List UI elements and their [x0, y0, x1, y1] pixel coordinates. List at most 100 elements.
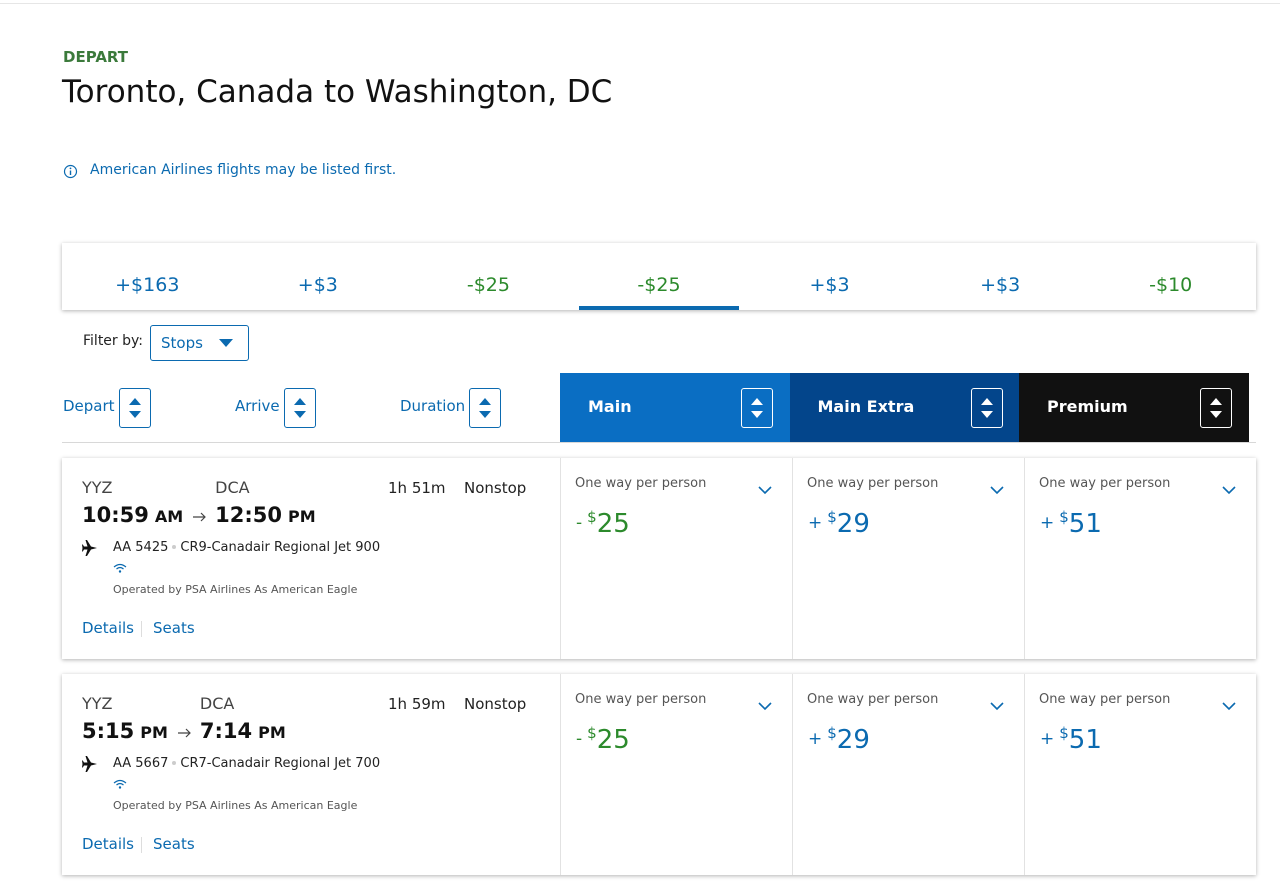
sort-button[interactable]: [1200, 388, 1232, 428]
filter-label: Filter by:: [83, 333, 143, 349]
fare-currency: $: [1059, 724, 1069, 742]
sort-label[interactable]: Depart: [63, 397, 115, 415]
fare-currency: $: [827, 724, 837, 742]
plane-icon: [82, 756, 97, 772]
aircraft: CR7-Canadair Regional Jet 700: [180, 756, 381, 771]
tab-underline: [578, 306, 740, 310]
fare-column[interactable]: One way per person + $51: [1024, 458, 1256, 659]
aircraft: CR9-Canadair Regional Jet 900: [180, 540, 381, 555]
tab-price: +$3: [809, 274, 850, 296]
sort-label[interactable]: Arrive: [235, 397, 280, 415]
date-tab[interactable]: +$3: [744, 243, 915, 310]
duration: 1h 59m: [388, 695, 446, 713]
cabin-header[interactable]: Main Extra: [789, 373, 1020, 442]
header-rule: [62, 442, 1256, 443]
fare-currency: $: [1059, 508, 1069, 526]
time: 12:50: [215, 503, 283, 527]
date-tabs: +$163 +$3 -$25 -$25 +$3 +$3 -$10: [62, 243, 1256, 310]
fare-currency: $: [587, 724, 597, 742]
depart-label: DEPART: [63, 48, 129, 66]
duration: 1h 51m: [388, 479, 446, 497]
fare-column[interactable]: One way per person + $51: [1024, 674, 1256, 875]
cabin-header[interactable]: Main: [560, 373, 790, 442]
tab-price: +$163: [115, 274, 180, 296]
period: PM: [140, 723, 168, 742]
time: 7:14: [199, 719, 253, 743]
info-icon: [63, 164, 78, 179]
link-divider: [141, 621, 142, 637]
fare-column[interactable]: One way per person + $29: [792, 458, 1024, 659]
seats-link[interactable]: Seats: [153, 619, 195, 637]
fare-amount: 29: [836, 509, 870, 539]
separator-dot: [172, 545, 177, 549]
fare-label: One way per person: [575, 476, 707, 491]
chevron: [758, 702, 772, 711]
tab-price: -$25: [637, 274, 681, 296]
tab-price: -$25: [466, 274, 510, 296]
sort-arrows: [1210, 398, 1222, 418]
filter-value: Stops: [161, 334, 203, 352]
date-tab[interactable]: -$10: [1085, 243, 1256, 310]
date-tab[interactable]: +$3: [233, 243, 404, 310]
fare-column[interactable]: One way per person + $29: [792, 674, 1024, 875]
chevron: [1222, 486, 1236, 495]
origin: YYZ: [82, 478, 113, 497]
sort-arrows: [751, 398, 763, 418]
sort-label[interactable]: Duration: [400, 397, 466, 415]
tab-price: +$3: [980, 274, 1021, 296]
fare-price: - $25: [576, 508, 630, 539]
details-link[interactable]: Details: [82, 619, 135, 637]
flight-card: YYZ 10:59 AM DCA 12:50 PM 1h 51m Nonstop AA 5425…: [62, 458, 1256, 659]
sort-arrows: [980, 398, 993, 418]
flight-number: AA 5425: [113, 540, 169, 555]
arrive-time: 7:14 PM: [200, 719, 286, 743]
details-link[interactable]: Details: [82, 835, 135, 853]
period: PM: [288, 507, 316, 526]
fare-label: One way per person: [807, 692, 939, 707]
fare-sign: -: [576, 513, 583, 533]
fare-sign: +: [808, 729, 823, 749]
fare-amount: 51: [1068, 509, 1102, 539]
depart-block: YYZ 10:59 AM: [82, 478, 183, 527]
fare-currency: $: [587, 508, 597, 526]
fare-amount: 29: [836, 725, 870, 755]
fare-amount: 51: [1068, 725, 1102, 755]
dropdown-caret: [219, 339, 233, 347]
stops: Nonstop: [464, 479, 527, 497]
chevron: [758, 486, 772, 495]
period: PM: [258, 723, 286, 742]
sort-button[interactable]: [284, 388, 316, 428]
time: 10:59: [82, 503, 149, 527]
stops: Nonstop: [464, 695, 527, 713]
sort-arrows: [479, 398, 491, 418]
route-title: Toronto, Canada to Washington, DC: [62, 74, 613, 110]
arrow-icon: [193, 512, 207, 522]
cabin-name: Main Extra: [817, 397, 915, 416]
fare-column[interactable]: One way per person - $25: [560, 458, 792, 659]
cabin-header[interactable]: Premium: [1019, 373, 1249, 442]
fare-price: + $51: [1040, 724, 1102, 755]
depart-time: 10:59 AM: [82, 503, 183, 527]
sort-button[interactable]: [741, 388, 773, 428]
sort-arrows: [129, 398, 141, 418]
flight-card: YYZ 5:15 PM DCA 7:14 PM 1h 59m Nonstop AA 5667 CR…: [62, 674, 1256, 875]
date-tab[interactable]: +$163: [62, 243, 233, 310]
flight-info: AA 5425 CR9-Canadair Regional Jet 900: [113, 540, 380, 555]
sort-button[interactable]: [469, 388, 501, 428]
date-tab[interactable]: -$25: [403, 243, 574, 310]
time: 5:15: [82, 719, 135, 743]
sort-button[interactable]: [970, 388, 1003, 428]
chevron: [990, 486, 1004, 495]
seats-link[interactable]: Seats: [153, 835, 195, 853]
fare-column[interactable]: One way per person - $25: [560, 674, 792, 875]
date-tab[interactable]: -$25: [574, 243, 745, 310]
sort-button[interactable]: [119, 388, 151, 428]
filter-select[interactable]: Stops: [150, 325, 249, 361]
date-tab[interactable]: +$3: [915, 243, 1086, 310]
flight-info: AA 5667 CR7-Canadair Regional Jet 700: [113, 756, 380, 771]
operator: Operated by PSA Airlines As American Eag…: [113, 799, 358, 812]
fare-label: One way per person: [575, 692, 707, 707]
wifi-icon: [113, 779, 127, 789]
link-divider: [141, 837, 142, 853]
flight-times: YYZ 10:59 AM DCA 12:50 PM: [82, 478, 316, 527]
